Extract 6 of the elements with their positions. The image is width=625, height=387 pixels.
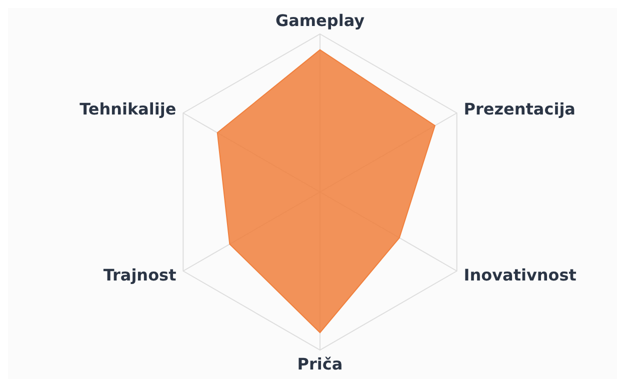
spoke-label: Trajnost (103, 266, 177, 285)
spoke-label: Inovativnost (464, 266, 577, 285)
spoke-label: Gameplay (275, 11, 366, 30)
spoke-label: Tehnikalije (80, 100, 176, 119)
spoke-label: Priča (297, 354, 343, 374)
spoke-label: Prezentacija (464, 100, 576, 119)
